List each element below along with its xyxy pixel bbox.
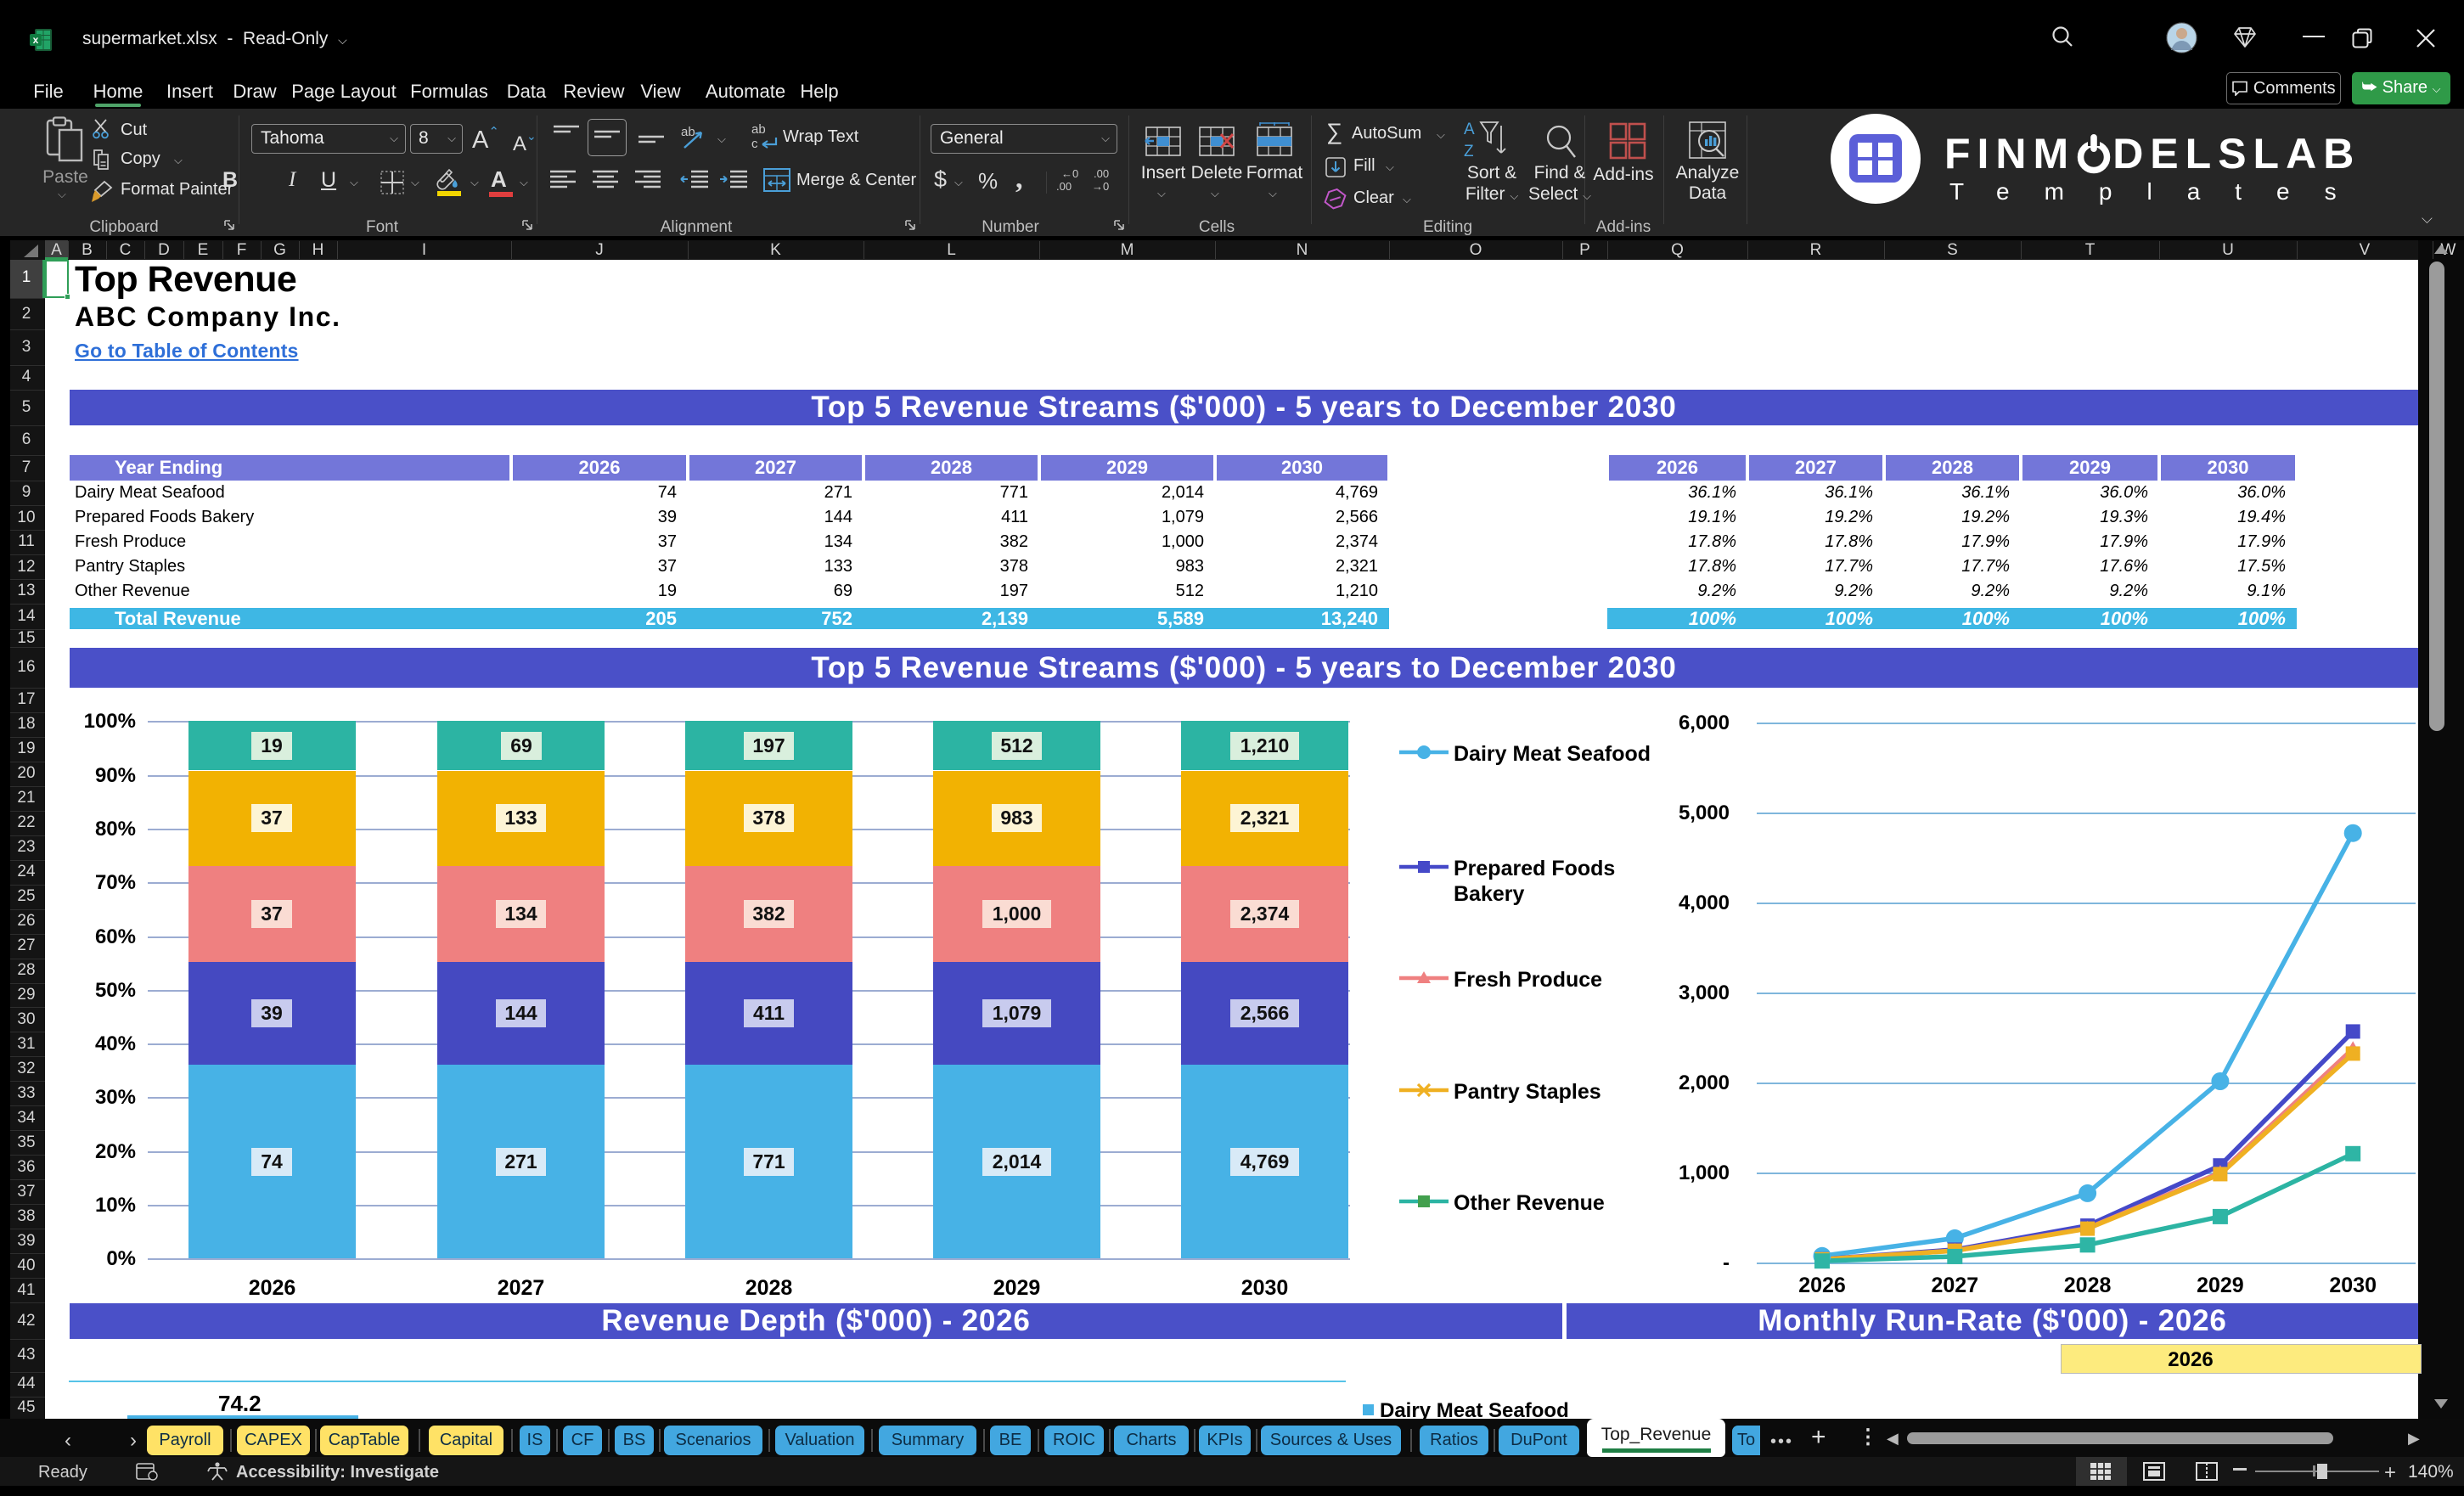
svg-text:→0: →0 <box>1092 180 1109 193</box>
svg-text:ab: ab <box>751 122 766 137</box>
svg-text:ab: ab <box>681 125 695 139</box>
svg-text:c: c <box>751 137 758 151</box>
svg-text:x: x <box>33 34 39 46</box>
svg-text:.00: .00 <box>1094 167 1109 180</box>
svg-text:Z: Z <box>1464 143 1474 160</box>
svg-text:←0: ←0 <box>1061 167 1078 180</box>
svg-text:.00: .00 <box>1056 180 1072 193</box>
svg-text:A: A <box>1464 121 1475 138</box>
